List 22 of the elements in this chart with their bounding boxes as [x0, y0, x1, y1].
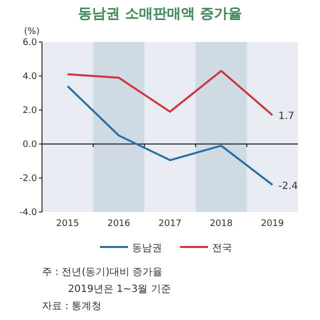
x-tick-label: 2019 [260, 219, 284, 229]
data-label: -2.4 [278, 180, 298, 192]
data-label: 1.7 [278, 111, 294, 122]
x-tick-label: 2017 [158, 219, 182, 229]
x-tick-label: 2018 [210, 219, 233, 229]
x-tick-label: 2016 [107, 219, 131, 229]
legend-label: 전국 [212, 243, 232, 254]
line-series [66, 70, 274, 116]
line-series [66, 85, 274, 186]
x-tick-label: 2015 [56, 219, 80, 229]
y-tick-label: 2.0 [22, 106, 38, 116]
y-tick-label: 0.0 [22, 140, 38, 150]
y-tick-label: -2.0 [19, 174, 38, 184]
text: 자료 : 통계청 [42, 301, 102, 312]
text: 주 : 전년(동기)대비 증가율 [42, 267, 163, 278]
y-tick-label: 4.0 [22, 72, 38, 82]
y-tick-label: -4.0 [19, 208, 38, 218]
text: 2019년은 1~3월 기준 [68, 284, 171, 295]
legend-label: 동남권 [132, 243, 162, 254]
y-axis-title: (%) [24, 27, 40, 37]
chart-title: 동남권 소매판매액 증가율 [78, 6, 242, 22]
y-tick-label: 6.0 [22, 38, 38, 48]
